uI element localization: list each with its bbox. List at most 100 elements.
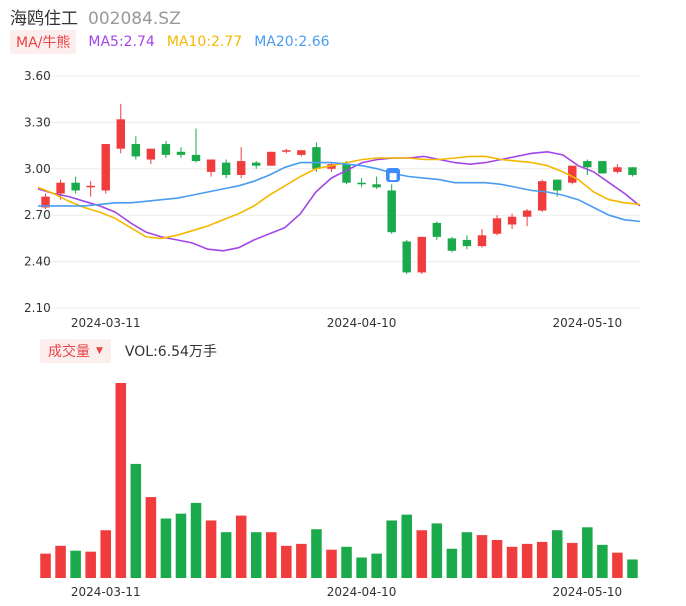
candle-body xyxy=(432,222,442,237)
volume-bar xyxy=(250,532,262,578)
svg-text:■: ■ xyxy=(389,172,398,182)
candle-body xyxy=(357,182,366,185)
price-tick-label: 3.30 xyxy=(24,115,51,129)
volume-bar xyxy=(115,383,127,578)
volume-bar xyxy=(311,529,322,578)
volume-bar xyxy=(582,527,593,578)
candle-body xyxy=(71,182,80,191)
ma5-legend-label: MA5:2.74 xyxy=(88,34,155,50)
volume-bar xyxy=(326,549,337,578)
candle-body xyxy=(342,164,351,183)
volume-bar xyxy=(386,520,397,578)
stock-header: 海鸥住工 002084.SZ xyxy=(10,4,181,29)
candle-body xyxy=(507,216,517,225)
candle-body xyxy=(56,182,65,194)
stock-code: 002084.SZ xyxy=(88,9,181,29)
candle-body xyxy=(161,144,171,155)
date-tick-label: 2024-03-11 xyxy=(71,316,141,330)
volume-bar xyxy=(551,530,563,578)
date-tick-label: 2024-03-11 xyxy=(71,585,141,599)
candle-body xyxy=(191,154,201,162)
volume-bar xyxy=(476,535,488,578)
candle-body xyxy=(598,161,607,174)
volume-bar xyxy=(296,543,307,578)
marker-icon: ■ xyxy=(386,168,400,182)
candle-body xyxy=(462,239,472,247)
date-tick-label: 2024-04-10 xyxy=(327,585,397,599)
candlesticks xyxy=(41,103,637,274)
price-tick-label: 3.00 xyxy=(24,162,51,176)
candle-body xyxy=(221,162,231,175)
candle-body xyxy=(176,151,186,155)
volume-bar xyxy=(612,552,623,578)
ma20-legend-label: MA20:2.66 xyxy=(254,34,330,50)
volume-bar xyxy=(281,545,292,578)
ma-legend: MA/牛熊 MA5:2.74 MA10:2.77 MA20:2.66 xyxy=(10,30,330,54)
candle-body xyxy=(402,241,411,273)
date-axis-bottom: 2024-03-11 2024-04-10 2024-05-10 xyxy=(71,585,622,599)
date-tick-label: 2024-05-10 xyxy=(552,316,622,330)
date-axis-top: 2024-03-11 2024-04-10 2024-05-10 xyxy=(71,316,622,330)
volume-bar xyxy=(55,545,66,578)
volume-bar xyxy=(70,550,81,578)
volume-bar xyxy=(431,523,443,578)
candle-body xyxy=(477,235,487,247)
volume-indicator-label: 成交量 xyxy=(48,344,90,360)
candle-body xyxy=(297,150,306,155)
price-tick-label: 2.10 xyxy=(24,301,51,315)
caret-down-icon: ▼ xyxy=(96,346,103,356)
price-tick-label: 3.60 xyxy=(24,69,51,83)
volume-bar xyxy=(401,514,412,578)
candle-body xyxy=(372,184,381,188)
date-tick-label: 2024-04-10 xyxy=(327,316,397,330)
stock-name: 海鸥住工 xyxy=(10,9,78,29)
volume-legend: 成交量 ▼ VOL:6.54万手 xyxy=(40,339,217,363)
price-grid xyxy=(38,75,640,309)
volume-value: VOL:6.54万手 xyxy=(124,344,217,360)
volume-bar xyxy=(100,530,111,578)
candle-body xyxy=(628,167,637,175)
volume-bar xyxy=(130,463,142,578)
volume-bars xyxy=(40,383,638,578)
candle-body xyxy=(583,161,592,168)
volume-bar xyxy=(461,532,473,578)
volume-indicator-button[interactable]: 成交量 ▼ xyxy=(40,339,111,363)
volume-bar xyxy=(190,502,202,578)
candle-body xyxy=(568,165,577,183)
volume-bar xyxy=(521,543,533,578)
candle-body xyxy=(537,181,547,211)
candle-body xyxy=(492,218,502,234)
volume-bar xyxy=(145,497,157,578)
volume-bar xyxy=(356,557,367,578)
price-axis: 3.60 3.30 3.00 2.70 2.40 2.10 xyxy=(24,69,51,315)
price-tick-label: 2.40 xyxy=(24,255,51,269)
candle-body xyxy=(41,196,50,208)
volume-bar xyxy=(536,541,548,578)
candle-body xyxy=(146,148,156,160)
volume-bar xyxy=(371,553,382,578)
volume-bar xyxy=(567,542,578,578)
candle-body xyxy=(613,167,622,172)
volume-bar xyxy=(205,520,217,578)
volume-bar xyxy=(597,544,608,578)
moving-average-lines xyxy=(37,150,641,252)
volume-bar xyxy=(627,559,638,578)
candle-body xyxy=(387,190,396,233)
volume-bar xyxy=(446,548,458,578)
volume-bar xyxy=(506,546,518,578)
ma10-legend-label: MA10:2.77 xyxy=(166,34,243,50)
ma-indicator-button[interactable]: MA/牛熊 xyxy=(10,30,77,54)
candle-body xyxy=(131,144,141,157)
volume-bar xyxy=(220,532,232,578)
price-tick-label: 2.70 xyxy=(24,208,51,222)
candle-body xyxy=(236,161,246,175)
candle-body xyxy=(522,210,532,217)
candle-body xyxy=(282,150,291,152)
volume-bar xyxy=(85,551,96,578)
candle-body xyxy=(206,159,216,172)
candle-body xyxy=(447,238,457,251)
volume-bar xyxy=(160,518,172,578)
volume-bar xyxy=(40,553,51,578)
volume-bar xyxy=(491,539,503,578)
